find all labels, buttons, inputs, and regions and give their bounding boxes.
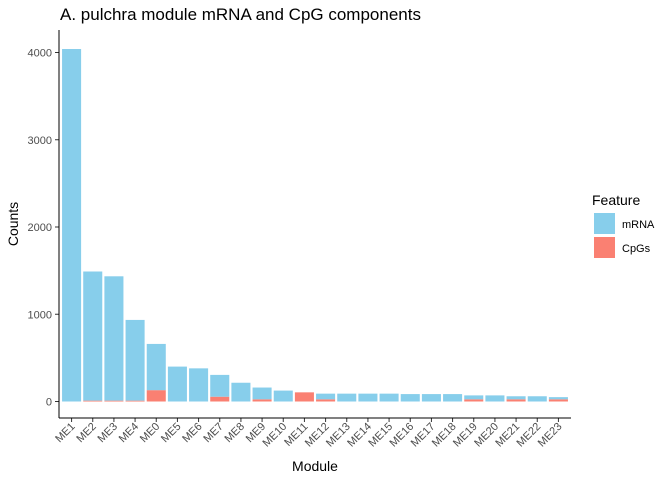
- bar-cpgs-me3: [104, 400, 124, 402]
- bar-mrna-me9: [252, 387, 272, 400]
- x-tick-label: ME8: [223, 421, 247, 445]
- x-tick-label: ME5: [159, 421, 183, 445]
- y-tick-label: 1000: [28, 309, 52, 321]
- y-tick-label: 2000: [28, 222, 52, 234]
- x-tick-label: ME6: [180, 421, 204, 445]
- bar-mrna-me15: [379, 393, 399, 402]
- legend-label-mrna: mRNA: [622, 219, 655, 231]
- x-tick-label: ME0: [138, 421, 162, 445]
- bar-cpgs-me4: [125, 400, 145, 402]
- bar-cpgs-me2: [83, 400, 103, 402]
- x-tick-label: ME7: [201, 421, 225, 445]
- bar-cpgs-me7: [210, 396, 230, 402]
- x-axis-ticks: ME1ME2ME3ME4ME0ME5ME6ME7ME8ME9ME10ME11ME…: [53, 418, 565, 450]
- bars-group: [62, 49, 568, 402]
- bar-mrna-me4: [125, 319, 145, 401]
- chart-title: A. pulchra module mRNA and CpG component…: [60, 5, 421, 24]
- x-tick-label: ME23: [536, 421, 565, 450]
- y-axis-ticks: 0 1000 2000 3000 4000: [28, 48, 59, 409]
- bar-mrna-me10: [273, 390, 293, 402]
- bar-mrna-me7: [210, 374, 230, 397]
- bar-mrna-me3: [104, 276, 124, 401]
- x-tick-label: ME4: [117, 421, 141, 445]
- bar-cpgs-me12: [316, 399, 336, 402]
- x-tick-label: ME1: [53, 421, 77, 445]
- bar-mrna-me21: [506, 396, 526, 400]
- legend-swatch-cpgs: [594, 237, 615, 258]
- y-tick-label: 0: [46, 397, 52, 409]
- bar-mrna-me23: [548, 397, 568, 400]
- bar-cpgs-me23: [548, 399, 568, 402]
- bar-cpgs-me9: [252, 399, 272, 402]
- bar-mrna-me8: [231, 382, 251, 402]
- bar-mrna-me19: [464, 395, 484, 400]
- bar-cpgs-me0: [146, 390, 166, 402]
- bar-mrna-me18: [443, 394, 463, 402]
- bar-mrna-me5: [167, 366, 187, 402]
- y-tick-label: 3000: [28, 135, 52, 147]
- bar-mrna-me12: [316, 393, 336, 400]
- bar-cpgs-me21: [506, 399, 526, 402]
- bar-mrna-me6: [189, 368, 209, 402]
- bar-mrna-me20: [485, 395, 505, 402]
- bar-mrna-me0: [146, 343, 166, 391]
- legend-swatch-mrna: [594, 213, 615, 234]
- bar-mrna-me14: [358, 393, 378, 402]
- x-tick-label: ME10: [261, 421, 290, 450]
- bar-mrna-me2: [83, 271, 103, 401]
- x-tick-label: ME3: [96, 421, 120, 445]
- legend: Feature mRNA CpGs: [592, 192, 655, 258]
- bar-mrna-me13: [337, 393, 357, 402]
- bar-mrna-me1: [62, 49, 82, 402]
- bar-cpgs-me11: [294, 392, 314, 402]
- x-tick-label: ME2: [74, 421, 98, 445]
- legend-label-cpgs: CpGs: [622, 243, 651, 255]
- x-axis-title: Module: [292, 458, 338, 474]
- y-tick-label: 4000: [28, 48, 52, 60]
- legend-title: Feature: [592, 192, 640, 208]
- bar-mrna-me16: [400, 394, 420, 402]
- bar-mrna-me22: [527, 396, 547, 402]
- bar-mrna-me17: [421, 394, 441, 402]
- y-axis-title: Counts: [5, 202, 21, 246]
- bar-cpgs-me19: [464, 399, 484, 402]
